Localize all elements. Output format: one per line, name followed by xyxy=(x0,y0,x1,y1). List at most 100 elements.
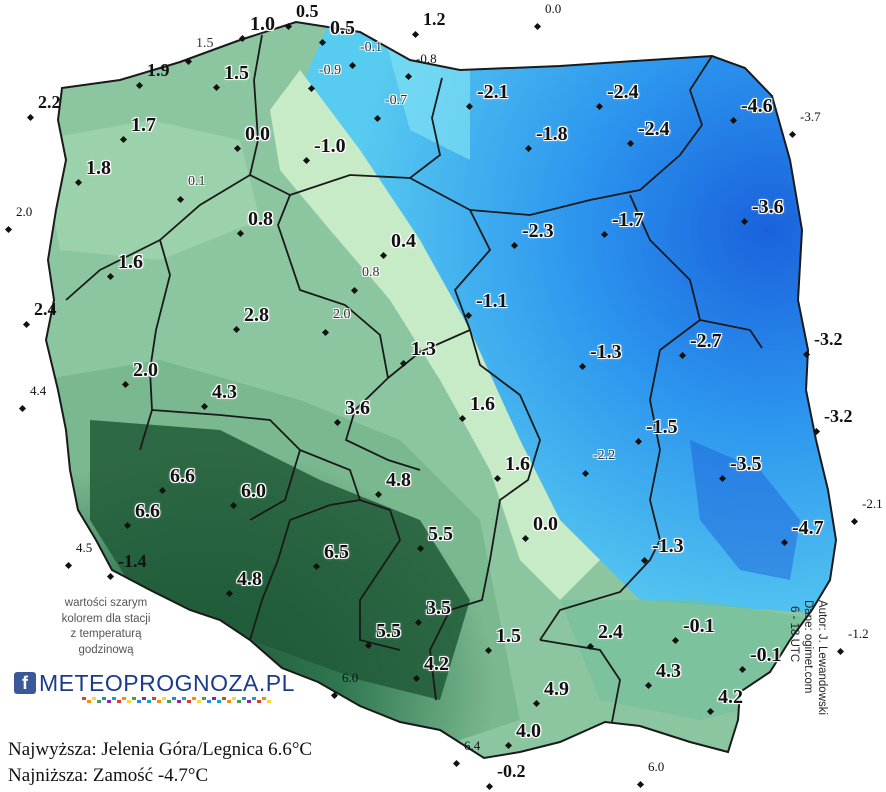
station-temperature: 1.9 xyxy=(147,60,170,80)
station-temperature: 4.4 xyxy=(30,383,47,398)
station-temperature: 1.6 xyxy=(505,453,530,475)
station-temperature: 6.5 xyxy=(324,541,349,563)
station-marker xyxy=(348,61,357,70)
station-marker xyxy=(524,144,533,153)
station-temperature: 4.8 xyxy=(386,469,411,491)
station-temperature: 1.0 xyxy=(250,13,275,35)
station-marker xyxy=(318,38,327,47)
station-temperature: -1.0 xyxy=(314,135,346,157)
strip-cell xyxy=(102,697,106,700)
station-marker xyxy=(504,741,513,750)
station-marker xyxy=(634,437,643,446)
station-marker xyxy=(184,57,193,66)
station-marker xyxy=(533,22,542,31)
strip-cell xyxy=(207,700,211,703)
data-source-line: Dane: ogimet.com xyxy=(802,600,814,694)
station-marker xyxy=(718,474,727,483)
station-marker xyxy=(233,144,242,153)
strip-cell xyxy=(262,697,266,700)
station-marker xyxy=(850,517,859,526)
note-line: kolorem dla stacji xyxy=(61,612,151,625)
station-marker xyxy=(640,556,649,565)
station-marker xyxy=(578,362,587,371)
strip-cell xyxy=(242,697,246,700)
station-temperature: 1.2 xyxy=(423,9,446,29)
strip-cell xyxy=(162,697,166,700)
station-temperature: -2.4 xyxy=(638,118,670,140)
station-temperature: -2.4 xyxy=(607,81,639,103)
station-temperature: 4.8 xyxy=(237,568,262,590)
station-temperature: 2.0 xyxy=(333,307,351,322)
station-marker xyxy=(493,474,502,483)
station-temperature: 6.0 xyxy=(648,759,665,774)
station-marker xyxy=(414,618,423,627)
strip-cell xyxy=(142,697,146,700)
station-marker xyxy=(399,359,408,368)
strip-cell xyxy=(117,700,121,703)
station-temperature: 4.0 xyxy=(516,720,541,742)
station-temperature: -1.8 xyxy=(536,123,568,145)
strip-cell xyxy=(212,697,216,700)
station-marker xyxy=(521,534,530,543)
station-marker xyxy=(18,404,27,413)
station-marker xyxy=(412,674,421,683)
station-temperature: -0.2 xyxy=(497,761,526,781)
station-temperature: -0.1 xyxy=(360,40,383,55)
station-temperature: 4.3 xyxy=(656,660,681,682)
station-marker xyxy=(74,178,83,187)
station-marker xyxy=(729,116,738,125)
station-marker xyxy=(484,646,493,655)
station-temperature: -2.1 xyxy=(862,496,883,511)
station-temperature: 0.4 xyxy=(391,230,416,252)
station-temperature: 6.0 xyxy=(241,480,266,502)
station-marker xyxy=(26,113,35,122)
gray-values-note: wartości szarym kolorem dla stacji z tem… xyxy=(48,596,164,658)
station-marker xyxy=(302,156,311,165)
strip-cell xyxy=(257,700,261,703)
station-marker xyxy=(706,707,715,716)
station-temperature: 2.4 xyxy=(34,299,57,319)
station-marker xyxy=(671,636,680,645)
strip-cell xyxy=(247,700,251,703)
station-marker xyxy=(236,229,245,238)
strip-cell xyxy=(107,700,111,703)
strip-cell xyxy=(167,700,171,703)
station-marker xyxy=(404,72,413,81)
station-marker xyxy=(229,501,238,510)
strip-cell xyxy=(172,697,176,700)
strip-cell xyxy=(202,697,206,700)
station-temperature: -0.9 xyxy=(319,63,342,78)
station-marker xyxy=(106,572,115,581)
station-temperature: -3.2 xyxy=(814,329,843,349)
station-marker xyxy=(644,681,653,690)
station-marker xyxy=(4,225,13,234)
logo-text: METEOPROGNOZA.PL xyxy=(39,669,295,696)
station-marker xyxy=(452,759,461,768)
station-marker xyxy=(364,641,373,650)
station-marker xyxy=(836,647,845,656)
strip-cell xyxy=(177,700,181,703)
strip-cell xyxy=(122,697,126,700)
station-temperature: -1.4 xyxy=(118,551,147,571)
highest-temperature: Najwyższa: Jelenia Góra/Legnica 6.6°C xyxy=(8,739,313,760)
note-line: z temperaturą xyxy=(70,628,142,641)
strip-cell xyxy=(97,700,101,703)
facebook-icon[interactable]: f xyxy=(14,672,36,694)
station-temperature: -2.7 xyxy=(690,330,722,352)
station-temperature: -3.2 xyxy=(824,406,853,426)
note-line: wartości szarym xyxy=(64,597,148,609)
station-temperature: 4.2 xyxy=(718,686,743,708)
station-marker xyxy=(22,320,31,329)
station-marker xyxy=(121,380,130,389)
station-marker xyxy=(200,402,209,411)
station-marker xyxy=(485,782,494,791)
station-temperature: -3.6 xyxy=(752,196,784,218)
note-line: godzinową xyxy=(78,643,134,656)
station-temperature: 1.5 xyxy=(196,36,214,51)
station-marker xyxy=(411,30,420,39)
station-marker xyxy=(740,217,749,226)
station-marker xyxy=(225,589,234,598)
station-marker xyxy=(416,544,425,553)
station-temperature: -0.7 xyxy=(385,93,408,108)
meteoprognoza-logo[interactable]: f METEOPROGNOZA.PL xyxy=(14,670,295,696)
